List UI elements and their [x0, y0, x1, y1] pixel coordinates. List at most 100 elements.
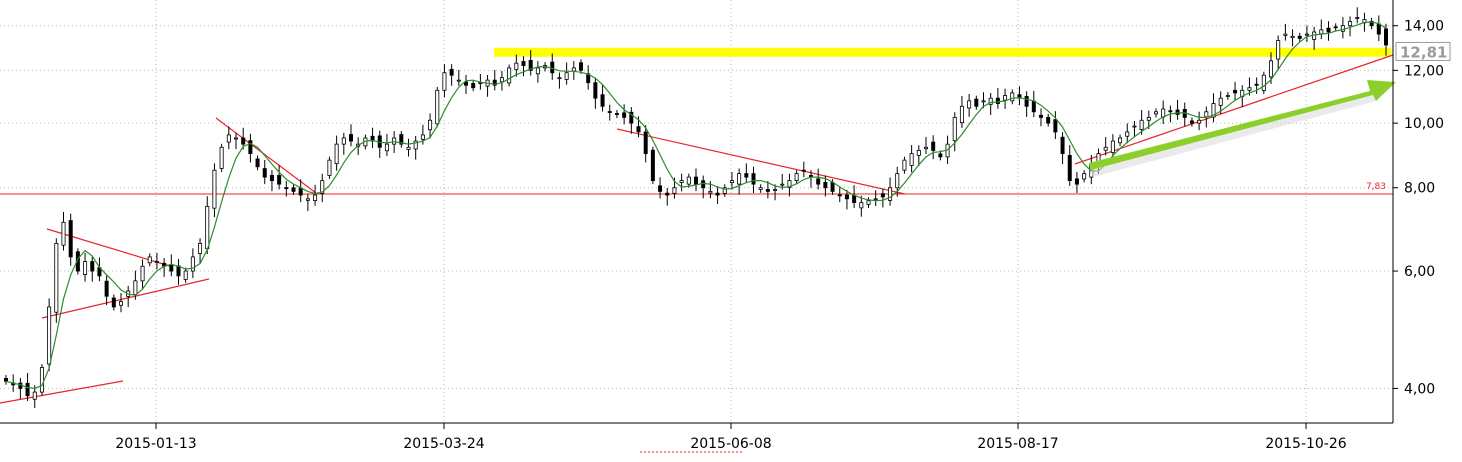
candle-body	[119, 301, 124, 306]
candle-body	[111, 297, 116, 308]
trendline	[0, 380, 124, 404]
candle-body	[1225, 95, 1230, 97]
candle-body	[823, 182, 828, 189]
candle-body	[248, 140, 253, 155]
candle-body	[924, 146, 929, 150]
candle-body	[463, 81, 468, 86]
candle-body	[190, 256, 195, 272]
candle-body	[528, 59, 533, 71]
candle-body	[435, 89, 440, 125]
x-tick-label: 2015-08-17	[977, 436, 1058, 452]
candle-body	[456, 79, 461, 82]
candle-body	[1319, 29, 1324, 35]
candle-body	[1046, 117, 1051, 124]
candle-body	[212, 169, 217, 209]
candle-body	[147, 256, 152, 264]
candle-body	[241, 137, 246, 145]
candle-body	[1060, 136, 1065, 155]
candle-body	[313, 194, 318, 201]
candle-body	[952, 117, 957, 142]
candle-body	[1053, 119, 1058, 133]
candle-body	[1340, 25, 1345, 32]
candle-body	[176, 265, 181, 277]
candle-body	[492, 79, 497, 86]
candle-body	[715, 192, 720, 196]
candle-body	[938, 153, 943, 158]
candle-body	[507, 67, 512, 84]
candle-body	[47, 306, 52, 365]
candle-body	[744, 173, 749, 178]
trendline	[616, 128, 906, 195]
candle-body	[277, 175, 282, 185]
candle-body	[1189, 120, 1194, 124]
candle-body	[133, 280, 138, 295]
x-tick-label: 2015-10-26	[1265, 436, 1346, 452]
y-tick-label: 8,00	[1404, 181, 1435, 197]
resistance-band	[494, 47, 1391, 57]
candle-body	[1326, 27, 1331, 33]
candle-body	[1211, 103, 1216, 118]
candle-body	[1118, 137, 1123, 144]
candle-body	[1254, 83, 1259, 86]
candle-body	[233, 137, 238, 140]
x-tick-label: 2015-03-24	[403, 436, 484, 452]
x-tick-label: 2015-01-13	[115, 436, 196, 452]
candle-body	[25, 382, 30, 397]
candle-body	[1082, 173, 1087, 180]
candle-body	[658, 185, 663, 192]
candle-body	[1355, 17, 1360, 19]
candle-body	[269, 174, 274, 181]
candle-body	[866, 200, 871, 205]
candle-body	[1376, 23, 1381, 35]
candle-body	[650, 149, 655, 181]
candle-body	[1348, 21, 1353, 27]
annotations-front	[1089, 80, 1396, 177]
candle-body	[320, 180, 325, 194]
candle-body	[1024, 96, 1029, 107]
candle-body	[607, 111, 612, 113]
candle-body	[428, 119, 433, 131]
candle-body	[1197, 119, 1202, 124]
candle-body	[787, 180, 792, 189]
candle-body	[140, 265, 145, 282]
candles	[4, 7, 1389, 409]
candle-body	[219, 146, 224, 169]
candle-body	[535, 67, 540, 75]
candle-body	[1297, 35, 1302, 39]
candle-body	[751, 173, 756, 185]
candle-body	[1269, 60, 1274, 78]
y-tick-label: 10,00	[1404, 116, 1444, 132]
trend-arrow-shadow	[1091, 95, 1376, 177]
last-price-label: 12,81	[1400, 43, 1447, 61]
candle-body	[420, 134, 425, 140]
candle-body	[1010, 92, 1015, 102]
candle-body	[1283, 33, 1288, 36]
candle-body	[959, 105, 964, 124]
candle-body	[859, 202, 864, 209]
candle-body	[1103, 146, 1108, 151]
candle-body	[413, 140, 418, 150]
candle-body	[564, 72, 569, 80]
candle-body	[327, 159, 332, 176]
candle-body	[1074, 178, 1079, 185]
trendline	[46, 228, 174, 268]
candle-body	[816, 178, 821, 185]
candle-body	[622, 112, 627, 118]
candle-body	[471, 83, 476, 89]
candle-body	[392, 137, 397, 145]
x-tick-label: 2015-06-08	[690, 436, 771, 452]
annotations-back: 7,83	[0, 47, 1394, 404]
candle-body	[1067, 154, 1072, 181]
candle-body	[679, 180, 684, 183]
candle-body	[1290, 35, 1295, 38]
candle-body	[830, 182, 835, 192]
candle-body	[758, 187, 763, 190]
candle-body	[629, 111, 634, 124]
support-level-label: 7,83	[1366, 182, 1386, 192]
candle-body	[729, 180, 734, 183]
candle-body	[226, 134, 231, 143]
candle-body	[672, 187, 677, 194]
candle-body	[1132, 125, 1137, 128]
